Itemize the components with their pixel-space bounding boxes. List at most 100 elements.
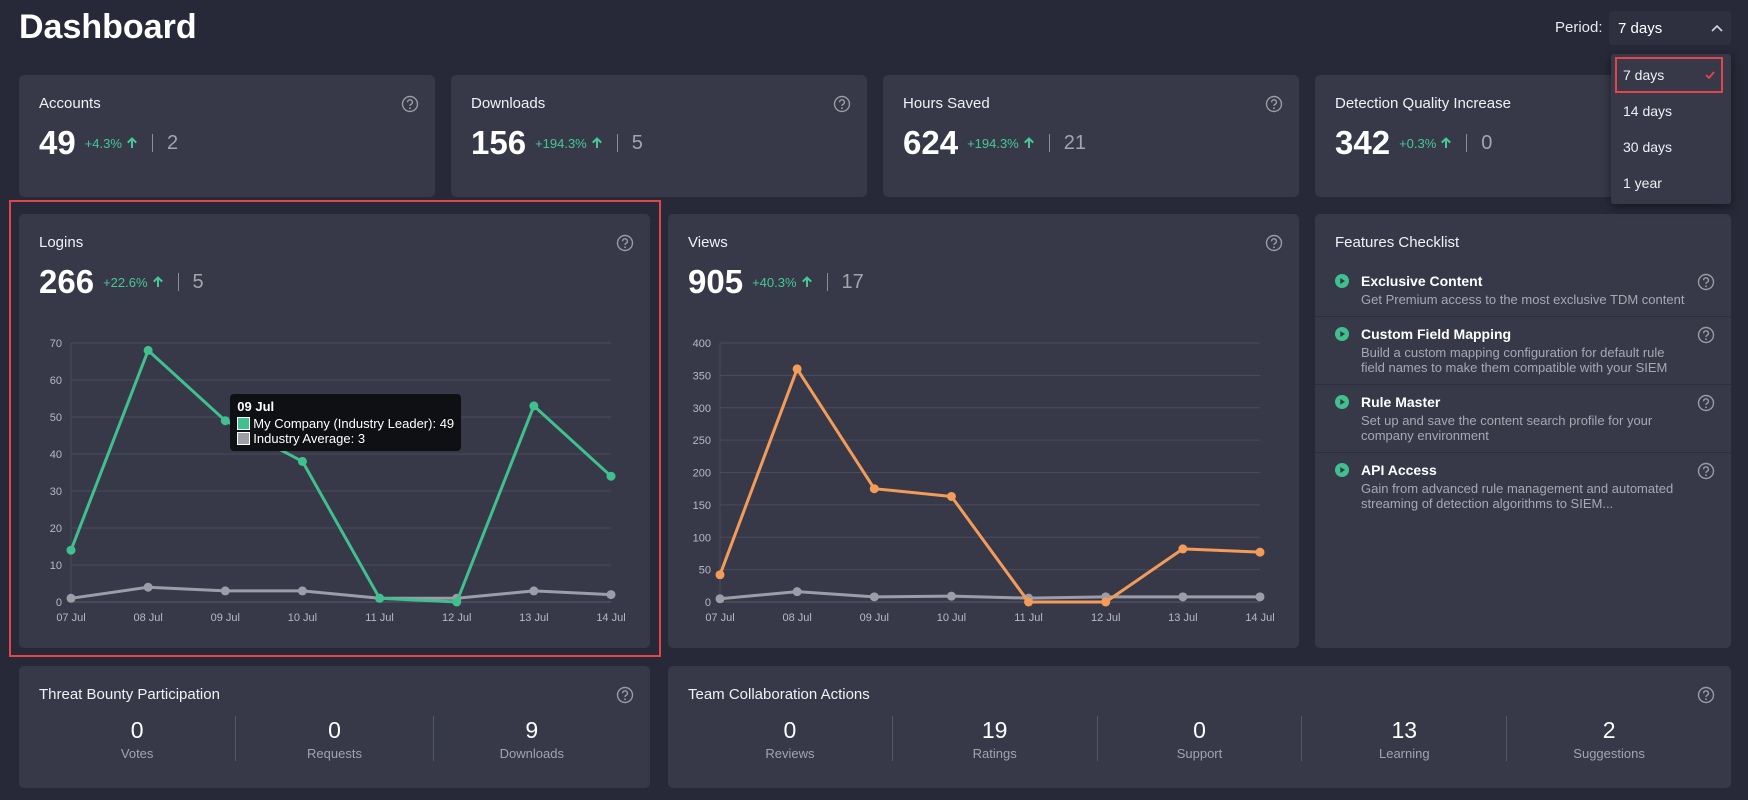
y-tick-label: 150 <box>693 500 711 512</box>
data-point <box>297 586 307 596</box>
y-tick-label: 100 <box>693 532 711 544</box>
stat-value: 0 <box>328 717 341 743</box>
kpi-change: +194.3% <box>967 135 1019 151</box>
help-mark <box>1702 690 1710 698</box>
period-option[interactable]: 7 days <box>1615 57 1723 93</box>
tooltip-row: My Company (Industry Leader) 49 <box>237 416 454 431</box>
series-line <box>718 367 1261 604</box>
period-option[interactable]: 14 days <box>1615 93 1723 129</box>
stat-value: 0 <box>783 717 797 743</box>
kpi-value: 49 <box>39 124 76 161</box>
feature-item[interactable]: Custom Field Mapping Build a custom mappi… <box>1315 317 1731 385</box>
play-icon <box>1335 327 1349 341</box>
help-icon[interactable] <box>1697 686 1715 704</box>
chevron-up <box>1711 24 1723 32</box>
x-tick-label: 10 Jul <box>288 612 317 624</box>
kpi-line: 905 +40.3% 17 <box>688 260 864 304</box>
period-select[interactable]: 7 days <box>1609 11 1731 45</box>
series-line <box>719 590 1260 601</box>
kpi-change: +0.3% <box>1399 135 1437 151</box>
data-point <box>946 591 956 601</box>
help-icon[interactable] <box>1697 326 1715 344</box>
data-point <box>220 416 230 426</box>
kpi-change: +194.3% <box>535 135 587 151</box>
y-tick-label: 20 <box>50 523 62 535</box>
x-tick-label: 12 Jul <box>1091 612 1120 624</box>
series-line <box>70 585 612 600</box>
tooltip-separator <box>432 416 439 431</box>
help-circle <box>1697 326 1715 344</box>
stats-title: Threat Bounty Participation <box>39 686 220 703</box>
x-tick-label: 13 Jul <box>519 612 548 624</box>
period-option[interactable]: 30 days <box>1615 129 1723 165</box>
data-point <box>143 582 153 592</box>
tooltip-swatch <box>237 416 251 430</box>
help-icon[interactable] <box>616 686 634 704</box>
tooltip-row: Industry Average 3 <box>237 431 454 446</box>
kpi-value: 624 <box>903 124 959 161</box>
up-arrow-icon <box>1441 137 1452 148</box>
feature-title: Exclusive Content <box>1361 273 1483 289</box>
up-arrow <box>591 137 602 148</box>
help-icon[interactable] <box>833 95 851 113</box>
feature-item[interactable]: API Access Gain from advanced rule manage… <box>1315 453 1731 520</box>
kpi-value: 342 <box>1335 124 1391 161</box>
stat: 0 Votes <box>39 716 235 761</box>
help-icon[interactable] <box>1697 273 1715 291</box>
data-point <box>715 594 725 604</box>
kpi-separator <box>1466 134 1468 152</box>
stat: 19 Ratings <box>891 716 1097 761</box>
data-point <box>1024 597 1034 607</box>
stat-value: 0 <box>130 717 144 743</box>
kpi-line: 624 +194.3% 21 <box>903 121 1086 165</box>
period-option[interactable]: 1 year <box>1615 165 1723 201</box>
play-icon <box>1335 274 1349 288</box>
help-circle <box>1265 95 1283 113</box>
help-dot <box>841 107 843 110</box>
y-tick-label: 400 <box>693 338 711 350</box>
stat-value: 0 <box>1193 717 1206 743</box>
data-point <box>946 491 956 501</box>
feature-item[interactable]: Exclusive Content Get Premium access to t… <box>1315 264 1731 317</box>
data-point <box>375 593 385 603</box>
up-arrow-icon <box>801 276 812 287</box>
kpi-change: +4.3% <box>84 135 122 151</box>
feature-description: Set up and save the content search profi… <box>1361 413 1653 443</box>
stat-value: 9 <box>525 717 539 743</box>
stats-card: Team Collaboration Actions 0 Reviews 19 Rati… <box>668 666 1731 788</box>
tooltip-series-name: Industry Average <box>253 430 351 446</box>
play-triangle <box>1340 399 1345 405</box>
help-circle <box>833 95 851 113</box>
help-icon[interactable] <box>1265 234 1283 252</box>
y-tick-label: 250 <box>693 435 711 447</box>
tooltip-date: 09 Jul <box>237 398 275 414</box>
feature-text: Exclusive Content Get Premium access to t… <box>1361 273 1684 307</box>
y-tick-label: 50 <box>50 412 62 424</box>
x-tick-label: 11 Jul <box>365 612 394 624</box>
chart-title: Logins <box>39 234 84 251</box>
feature-item[interactable]: Rule Master Set up and save the content s… <box>1315 385 1731 453</box>
data-point <box>792 364 802 374</box>
help-icon[interactable] <box>1697 394 1715 412</box>
x-tick-label: 14 Jul <box>596 612 625 624</box>
help-mark <box>1270 238 1278 246</box>
kpi-value: 156 <box>471 124 527 161</box>
help-icon[interactable] <box>401 95 419 113</box>
kpi-previous: 17 <box>841 270 864 293</box>
help-icon[interactable] <box>616 234 634 252</box>
up-arrow-icon <box>127 137 137 148</box>
kpi-card: Downloads 156 +194.3% 5 <box>451 75 867 197</box>
play-triangle <box>1340 467 1345 473</box>
kpi-name: Hours Saved <box>903 95 990 112</box>
help-mark <box>1702 398 1710 406</box>
kpi-line: 266 +22.6% 5 <box>39 260 204 304</box>
stats-row: 0 Votes 0 Requests 9 Downloads <box>39 716 630 761</box>
kpi-name: Downloads <box>471 95 546 112</box>
stat-label: Requests <box>307 746 362 761</box>
help-icon[interactable] <box>1265 95 1283 113</box>
help-icon[interactable] <box>1697 462 1715 480</box>
help-mark <box>1270 99 1278 107</box>
feature-title: Custom Field Mapping <box>1361 326 1512 342</box>
help-mark <box>1702 466 1710 474</box>
help-mark <box>621 238 629 246</box>
